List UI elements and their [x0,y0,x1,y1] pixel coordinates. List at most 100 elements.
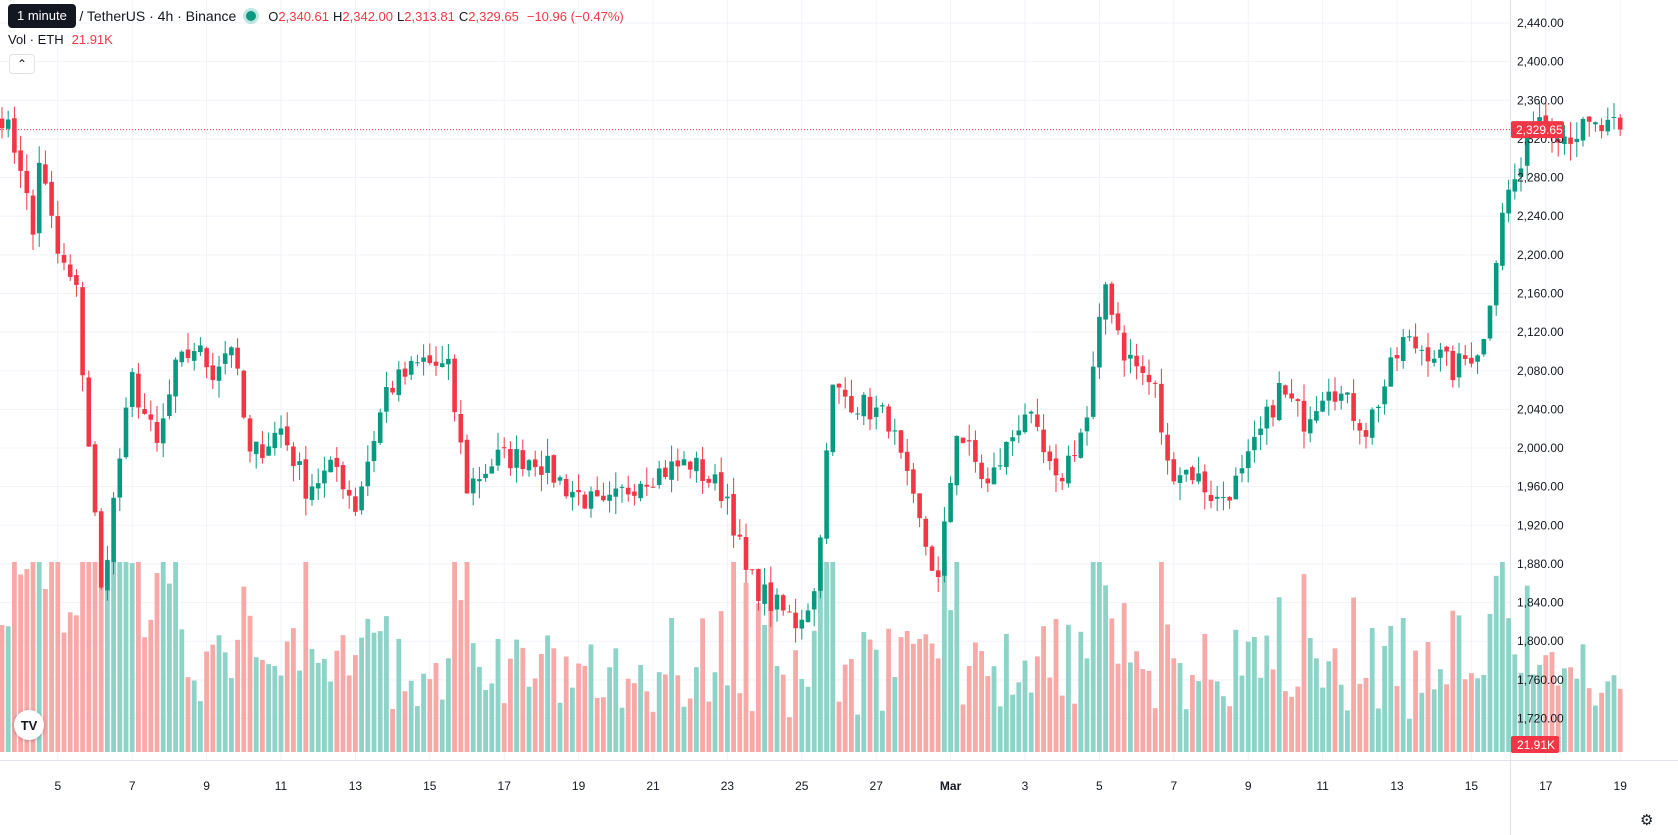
candle-body [830,384,836,453]
volume-bar [1438,669,1443,752]
candle-body [706,478,712,483]
volume-bar [1568,667,1573,752]
volume-bar [1233,629,1239,752]
volume-bar [1239,675,1245,752]
candle-body [129,372,135,407]
volume-bar [477,666,482,752]
volume-bar [954,562,960,752]
collapse-legend-button[interactable]: ⌃ [9,54,35,74]
candle-body [1469,357,1474,364]
volume-bar [1084,658,1090,752]
volume-bar [526,686,532,752]
candle-body [1307,419,1313,434]
time-tick-label: 19 [1614,779,1628,793]
candle-body [1388,357,1394,387]
volume-bar [1028,692,1034,752]
volume-bar [346,675,352,752]
volume-bar [1506,618,1511,752]
candle-body [291,446,296,466]
gear-icon[interactable]: ⚙ [1640,812,1654,829]
volume-bar [1072,703,1077,752]
candle-body [253,441,259,455]
candle-body [30,195,36,235]
volume-bar [1512,654,1518,752]
volume-bar [1500,562,1505,752]
candle-body [1338,393,1344,401]
volume-bar [111,562,116,752]
volume-bar [1419,692,1425,752]
volume-bar [1208,679,1214,752]
candle-body [160,418,166,444]
symbol-title[interactable]: um / TetherUS · 4h · Binance [56,8,237,24]
volume-bar [390,709,395,752]
candle-body [650,486,656,488]
price-tick-label: 2,400.00 [1517,55,1564,69]
volume-bar [36,562,42,752]
candle-body [663,467,668,478]
candle-body [1047,451,1053,462]
volume-bar [1289,696,1294,752]
volume-bar [849,658,854,752]
volume-bar [427,679,433,752]
candle-body [43,164,48,184]
volume-bar [55,562,61,752]
candle-body [1413,336,1418,349]
volume-bar [129,563,135,752]
volume-bar [793,650,798,752]
candle-body [303,459,309,499]
candle-body [1035,414,1040,427]
volume-bar [1227,706,1232,752]
candle-body [836,383,842,388]
price-tick-label: 2,120.00 [1517,325,1564,339]
price-axis[interactable]: 2,440.002,400.002,360.002,320.002,280.00… [1511,16,1564,753]
candle-body [111,497,116,563]
price-tick-label: 2,040.00 [1517,402,1564,416]
symbol-legend: um / TetherUS · 4h · Binance O 2,340.61 H… [8,6,624,26]
candle-body [18,150,23,171]
candle-body [1431,358,1437,363]
volume-bar [1121,603,1127,752]
candle-body [452,358,457,413]
volume-bar [774,666,780,752]
tradingview-logo-icon[interactable]: TV [14,710,44,740]
time-tick-label: 21 [646,779,660,793]
volume-bar [470,643,476,752]
candle-body [725,496,730,499]
logo-text: TV [20,717,38,733]
candle-body [235,347,240,369]
volume-bar [1611,675,1617,752]
volume-bar [67,612,73,752]
candle-body [1208,494,1214,502]
volume-bars [0,562,1623,752]
candle-body [731,493,736,536]
candle-body [824,450,829,539]
volume-bar [725,685,730,752]
volume-bar [1047,677,1053,752]
candle-body [607,494,612,501]
volume-bar [867,639,873,752]
candle-body [601,495,606,501]
volume-bar [762,624,767,752]
candle-body [365,461,371,487]
volume-bar [675,675,681,752]
volume-bar [644,691,650,752]
volume-bar [105,562,110,752]
volume-bar [1357,683,1363,752]
volume-bar [12,562,17,752]
candle-body [272,432,278,449]
candle-body [36,162,42,234]
volume-bar [880,710,885,752]
time-axis[interactable]: 5 7 9 11 13 15 17 19 21 23 25 27 Mar 3 5 7 9 11 13 15 17 19 [54,779,1627,793]
volume-bar [904,631,910,752]
candle-body [489,466,495,474]
volume-bar [334,650,340,752]
candle-body [148,414,154,420]
volume-bar [1481,674,1487,752]
candle-body [855,413,860,415]
candle-body [1555,139,1561,143]
candle-body [1506,189,1511,214]
candle-body [948,482,953,523]
volume-bar [570,687,575,752]
volume-bar [836,701,842,752]
